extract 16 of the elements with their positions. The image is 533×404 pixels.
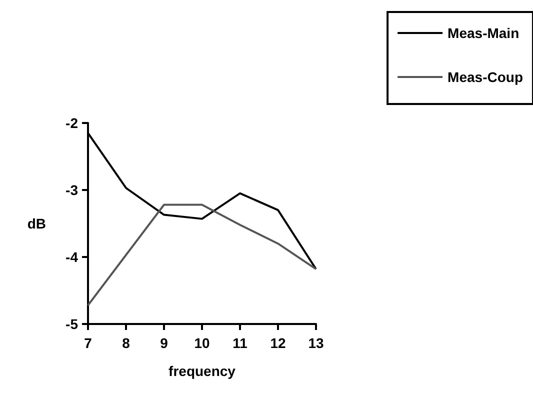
x-axis-title: frequency [168, 363, 236, 379]
x-tick-label: 12 [270, 335, 286, 351]
legend-label: Meas-Coup [448, 69, 524, 85]
y-axis-title: dB [27, 216, 46, 232]
x-tick-label: 8 [122, 335, 130, 351]
y-tick-label: -4 [66, 249, 78, 265]
x-tick-label: 10 [194, 335, 210, 351]
x-tick-label: 11 [232, 335, 248, 351]
x-tick-label: 9 [160, 335, 168, 351]
legend-label: Meas-Main [448, 25, 520, 41]
y-tick-label: -5 [66, 316, 78, 332]
x-tick-label: 7 [84, 335, 92, 351]
y-tick-label: -2 [66, 115, 78, 131]
x-tick-label: 13 [308, 335, 324, 351]
y-tick-label: -3 [66, 182, 78, 198]
line-series [87, 204, 317, 306]
